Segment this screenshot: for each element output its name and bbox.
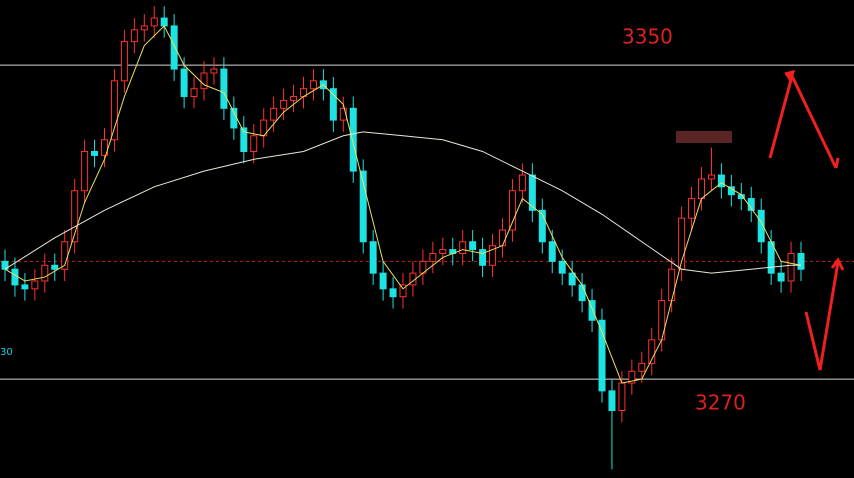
candle-body	[608, 390, 616, 411]
candle-body	[21, 284, 29, 290]
arrow	[804, 261, 840, 371]
candle-body	[329, 88, 337, 121]
candle-body	[578, 284, 586, 302]
candle-body	[757, 209, 765, 243]
candle-body	[110, 80, 118, 141]
candle-body	[538, 209, 546, 243]
candle-body	[618, 382, 626, 411]
level-label: 3350	[622, 25, 673, 49]
candle-body	[240, 127, 248, 152]
candle-body	[81, 150, 89, 192]
candle-body	[140, 25, 148, 31]
candle-body	[220, 68, 228, 109]
candle-body	[658, 300, 666, 341]
candle-body	[568, 272, 576, 286]
candle-body	[359, 170, 367, 243]
candle-body	[120, 41, 128, 82]
price-label: 30	[0, 347, 13, 358]
candle-body	[797, 253, 805, 270]
candle-body	[717, 174, 725, 188]
candle-body	[190, 88, 198, 98]
candle-body	[250, 135, 258, 152]
candle-body	[91, 150, 99, 156]
candle-body	[130, 29, 138, 43]
arrow-head	[784, 69, 796, 83]
candle-body	[200, 72, 208, 90]
arrows	[768, 69, 845, 371]
candle-body	[160, 17, 168, 27]
candle-body	[11, 268, 19, 286]
moving-average	[4, 25, 802, 384]
candle-body	[290, 96, 298, 101]
candle-body	[170, 25, 178, 70]
candle-body	[280, 99, 288, 109]
candle-body	[628, 370, 636, 384]
candle-body	[71, 190, 79, 243]
candle-body	[598, 319, 606, 392]
candle-body	[508, 190, 516, 231]
candle-body	[668, 268, 676, 302]
candle-body	[439, 249, 447, 255]
arrow-head	[834, 157, 840, 169]
candle-body	[31, 280, 39, 290]
candle-body	[648, 339, 656, 364]
candle-body	[51, 264, 59, 270]
candle-body	[518, 174, 526, 192]
candle-body	[459, 241, 467, 255]
moving-average	[4, 131, 801, 274]
candle-body	[588, 300, 596, 321]
candle-body	[558, 260, 566, 274]
candle-body	[499, 229, 506, 247]
level-label: 3270	[695, 391, 746, 415]
candle-body	[210, 68, 218, 74]
redacted-label	[676, 131, 732, 143]
arrow-head	[830, 257, 845, 271]
candle-body	[41, 264, 49, 282]
candle-body	[349, 107, 357, 172]
candle-body	[787, 253, 795, 282]
plot	[0, 6, 854, 470]
candle-body	[548, 241, 556, 262]
candle-body	[707, 174, 715, 180]
candle-body	[429, 253, 437, 262]
candle-body	[698, 178, 705, 200]
candle-body	[479, 249, 487, 266]
candle-body	[180, 68, 188, 98]
candle-body	[688, 198, 696, 219]
candle-body	[389, 288, 397, 298]
candle-body	[379, 272, 387, 290]
candle-body	[469, 241, 477, 251]
candle-body	[101, 139, 108, 156]
candle-body	[528, 174, 536, 211]
candle-body	[638, 362, 646, 372]
candle-body	[270, 107, 278, 121]
candle-body	[369, 241, 377, 274]
candle-body	[309, 80, 317, 90]
candle-body	[399, 284, 407, 298]
candle-body	[150, 17, 158, 27]
candle-body	[777, 272, 785, 282]
candle-body	[489, 245, 497, 266]
